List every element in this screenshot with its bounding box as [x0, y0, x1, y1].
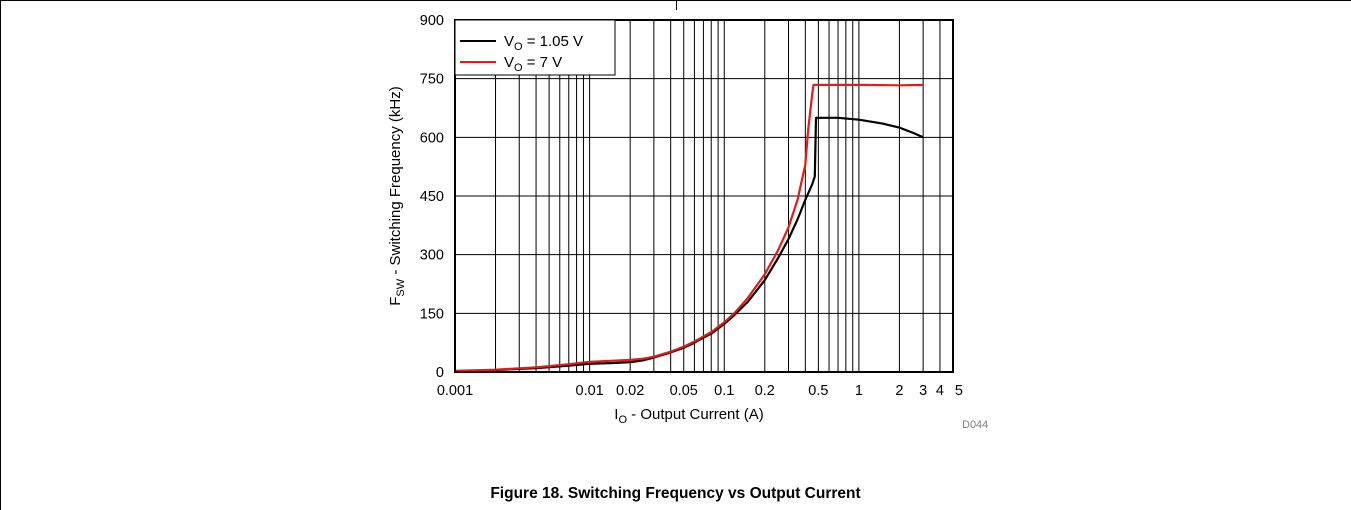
legend-box — [454, 19, 616, 76]
x-tick-label: 0.05 — [670, 383, 698, 399]
y-tick-label: 450 — [420, 189, 444, 205]
legend: VO = 1.05 V VO = 7 V — [454, 19, 616, 76]
y-tick-label: 750 — [420, 72, 444, 88]
x-tick-label: 0.001 — [437, 383, 473, 399]
y-axis-label: FSW - Switching Frequency (kHz) — [387, 86, 407, 305]
switching-frequency-chart: 0 150 300 450 600 750 900 0.001 0.01 0.02 0.05 0.1… — [387, 13, 988, 431]
y-tick-label: 900 — [420, 13, 444, 29]
column-divider — [676, 0, 677, 10]
x-axis-label: IO - Output Current (A) — [614, 406, 763, 426]
x-tick-label: 0.02 — [616, 383, 644, 399]
legend-label-1: VO = 1.05 V — [504, 33, 583, 53]
x-tick-label: 4 — [936, 383, 944, 399]
y-tick-label: 0 — [436, 365, 444, 381]
x-tick-label: 0.2 — [755, 383, 775, 399]
grid — [455, 20, 953, 372]
y-tick-labels: 0 150 300 450 600 750 900 — [420, 13, 444, 381]
top-rule — [0, 0, 1351, 10]
x-tick-label: 2 — [895, 383, 903, 399]
y-tick-label: 300 — [420, 248, 444, 264]
series-line-1 — [454, 116, 924, 373]
series-line-2 — [454, 83, 924, 372]
x-tick-label: 0.01 — [576, 383, 604, 399]
x-tick-label: 5 — [955, 383, 963, 399]
plot-frame — [454, 19, 954, 373]
figure-caption: Figure 18. Switching Frequency vs Output… — [490, 485, 861, 502]
x-tick-label: 0.5 — [808, 383, 828, 399]
x-tick-labels: 0.001 0.01 0.02 0.05 0.1 0.2 0.5 1 2 3 4 5 — [437, 383, 963, 399]
series-layer — [454, 83, 924, 373]
legend-label-2: VO = 7 V — [504, 54, 562, 74]
x-tick-label: 0.1 — [714, 383, 734, 399]
x-tick-label: 3 — [919, 383, 927, 399]
figure-code: D044 — [962, 419, 988, 431]
x-tick-label: 1 — [855, 383, 863, 399]
y-tick-label: 150 — [420, 306, 444, 322]
left-rule — [0, 0, 1, 510]
y-tick-label: 600 — [420, 130, 444, 146]
